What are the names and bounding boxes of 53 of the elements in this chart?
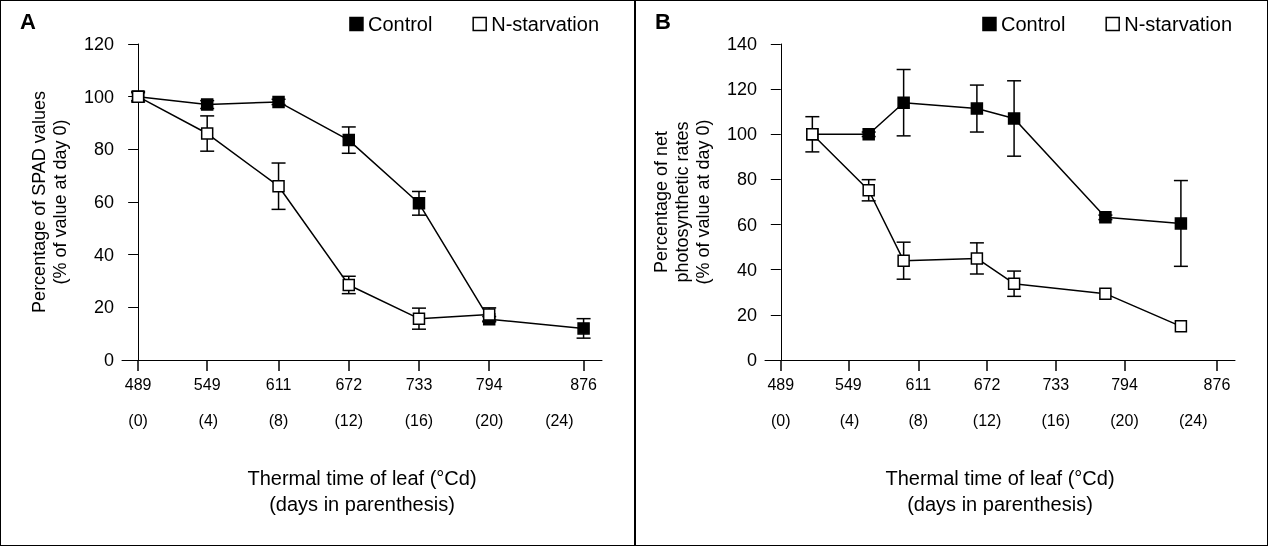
x2-tick-label: (12) — [972, 411, 1002, 429]
x-tick-label: 489 — [124, 375, 152, 393]
x2-tick-label: (12) — [334, 411, 363, 429]
y-tick-label: 60 — [736, 214, 757, 235]
y-tick-label: 120 — [726, 79, 757, 100]
x-tick-label: 733 — [1042, 375, 1070, 393]
x-tick-label: 672 — [335, 375, 363, 393]
y-tick-label: 100 — [83, 86, 114, 107]
x-tick-label: 489 — [767, 375, 795, 393]
x2-tick-label: (0) — [771, 411, 791, 429]
y-tick-label: 80 — [736, 169, 757, 190]
y-tick-label: 120 — [83, 34, 114, 54]
legend-label: Control — [1000, 13, 1066, 35]
x-tick-label: 733 — [405, 375, 433, 393]
x-axis-title: Thermal time of leaf (°Cd) (days in parenthesis) — [247, 467, 477, 515]
x2-tick-label: (16) — [404, 411, 434, 429]
y-tick-label: 40 — [93, 244, 114, 265]
legend-label: N-starvation — [1124, 13, 1232, 35]
y-tick-label: 80 — [93, 139, 114, 160]
y-axis-title: Percentage of net photosynthetic rates (% of value at day 0) — [650, 119, 713, 285]
x-tick-label: 794 — [1111, 375, 1138, 393]
x2-tick-label: (4) — [198, 411, 219, 429]
x2-tick-label: (16) — [1041, 411, 1070, 429]
x2-tick-label: (4) — [839, 411, 860, 429]
x-tick-label: 549 — [835, 375, 862, 393]
y-axis-title: Percentage of SPAD values (% of value at day 0) — [28, 91, 70, 313]
y-tick-label: 40 — [736, 259, 757, 280]
x-tick-label: 876 — [1203, 375, 1231, 393]
x2-tick-label: (8) — [268, 411, 289, 429]
x2-tick-label: (20) — [1110, 411, 1139, 429]
x-tick-label: 549 — [193, 375, 221, 393]
chart-title: A — [20, 8, 36, 34]
y-tick-label: 20 — [93, 297, 114, 318]
x-tick-label: 611 — [905, 375, 932, 393]
x2-tick-label: (20) — [474, 411, 504, 429]
x-tick-label: 672 — [973, 375, 1001, 393]
x2-tick-label: (24) — [545, 411, 574, 429]
x-axis-title: Thermal time of leaf (°Cd) (days in parenthesis) — [885, 467, 1115, 515]
chart-title: B — [655, 8, 671, 34]
x-tick-label: 876 — [570, 375, 598, 393]
y-tick-label: 0 — [103, 350, 114, 370]
legend-label: N-starvation — [491, 13, 599, 35]
y-tick-label: 20 — [736, 304, 757, 325]
y-tick-label: 60 — [93, 192, 114, 212]
x2-tick-label: (24) — [1179, 411, 1208, 429]
y-tick-label: 0 — [746, 350, 757, 370]
legend-label: Control — [367, 13, 433, 35]
x-tick-label: 611 — [265, 375, 292, 393]
x2-tick-label: (0) — [128, 411, 148, 429]
x2-tick-label: (8) — [908, 411, 929, 429]
y-tick-label: 100 — [726, 124, 757, 145]
y-tick-label: 140 — [726, 34, 757, 54]
x-tick-label: 794 — [475, 375, 503, 393]
